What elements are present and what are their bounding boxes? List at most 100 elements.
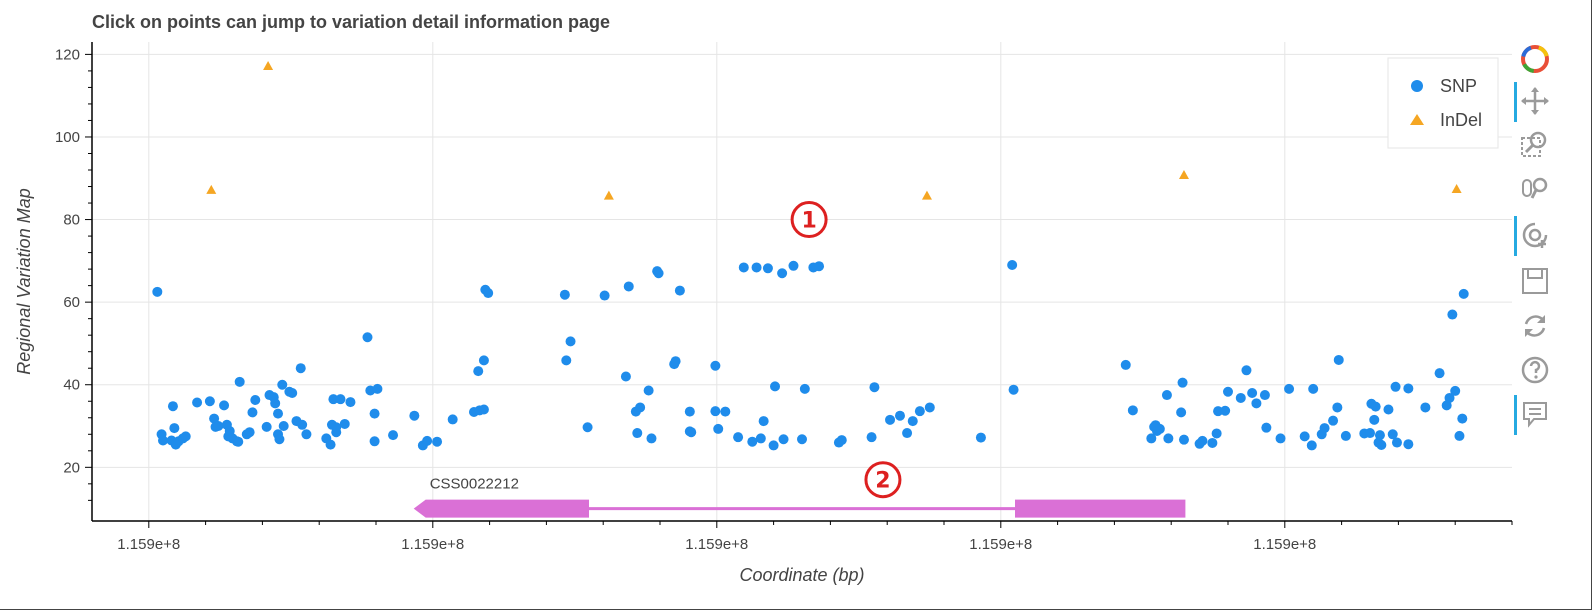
- snp-point[interactable]: [1306, 440, 1317, 451]
- indel-point[interactable]: [206, 184, 217, 194]
- snp-point[interactable]: [902, 428, 913, 439]
- snp-point[interactable]: [388, 430, 399, 441]
- save-tool[interactable]: [1514, 260, 1558, 300]
- snp-point[interactable]: [478, 355, 489, 366]
- legend-snp-marker[interactable]: [1411, 80, 1423, 92]
- snp-point[interactable]: [1259, 390, 1270, 401]
- snp-point[interactable]: [924, 402, 935, 413]
- snp-point[interactable]: [1146, 433, 1157, 444]
- snp-point[interactable]: [1383, 404, 1394, 415]
- snp-point[interactable]: [975, 432, 986, 443]
- box-zoom-tool[interactable]: [1514, 124, 1558, 164]
- snp-point[interactable]: [328, 394, 339, 405]
- snp-point[interactable]: [1261, 422, 1272, 433]
- indel-point[interactable]: [603, 190, 614, 200]
- snp-point[interactable]: [885, 414, 896, 425]
- snp-point[interactable]: [180, 431, 191, 442]
- snp-point[interactable]: [244, 427, 255, 438]
- snp-point[interactable]: [1284, 383, 1295, 394]
- snp-point[interactable]: [204, 396, 215, 407]
- snp-point[interactable]: [1223, 386, 1233, 397]
- legend-label-snp[interactable]: SNP: [1440, 76, 1477, 96]
- snp-point[interactable]: [1120, 359, 1131, 370]
- snp-point[interactable]: [599, 290, 610, 301]
- snp-point[interactable]: [1403, 439, 1414, 450]
- snp-point[interactable]: [755, 433, 766, 444]
- snp-point[interactable]: [234, 376, 245, 387]
- snp-point[interactable]: [1444, 392, 1455, 403]
- snp-point[interactable]: [797, 434, 807, 445]
- data-points[interactable]: [152, 60, 1469, 451]
- legend[interactable]: SNP InDel: [1387, 57, 1499, 149]
- snp-point[interactable]: [894, 410, 905, 421]
- snp-point[interactable]: [209, 413, 220, 424]
- snp-point[interactable]: [1235, 392, 1246, 403]
- snp-point[interactable]: [247, 407, 258, 418]
- snp-point[interactable]: [1161, 390, 1172, 401]
- hover-tool[interactable]: [1514, 393, 1558, 435]
- legend-label-indel[interactable]: InDel: [1440, 110, 1482, 130]
- snp-point[interactable]: [1328, 415, 1339, 426]
- indel-point[interactable]: [921, 190, 932, 200]
- snp-point[interactable]: [738, 262, 749, 273]
- snp-point[interactable]: [623, 281, 634, 292]
- snp-point[interactable]: [369, 436, 380, 447]
- snp-point[interactable]: [213, 421, 224, 432]
- snp-point[interactable]: [686, 427, 697, 438]
- snp-point[interactable]: [301, 429, 312, 440]
- snp-point[interactable]: [219, 400, 230, 411]
- snp-point[interactable]: [483, 288, 494, 299]
- snp-point[interactable]: [777, 268, 788, 279]
- tap-tool[interactable]: [1514, 214, 1558, 256]
- snp-point[interactable]: [653, 268, 664, 279]
- snp-point[interactable]: [762, 263, 773, 274]
- snp-point[interactable]: [1450, 385, 1461, 396]
- gene-exon[interactable]: [1015, 499, 1186, 518]
- snp-point[interactable]: [710, 360, 721, 371]
- snp-point[interactable]: [1213, 406, 1224, 417]
- snp-point[interactable]: [233, 436, 244, 447]
- indel-point[interactable]: [1451, 184, 1462, 194]
- wheel-zoom-tool[interactable]: [1514, 168, 1558, 208]
- snp-point[interactable]: [1241, 365, 1252, 376]
- snp-point[interactable]: [1207, 437, 1218, 448]
- snp-point[interactable]: [287, 387, 298, 398]
- snp-point[interactable]: [1008, 384, 1019, 395]
- snp-point[interactable]: [1332, 402, 1343, 413]
- snp-point[interactable]: [670, 356, 681, 367]
- pan-tool[interactable]: [1514, 80, 1558, 122]
- snp-point[interactable]: [768, 440, 779, 451]
- snp-point[interactable]: [799, 383, 810, 394]
- snp-point[interactable]: [1211, 428, 1222, 439]
- snp-point[interactable]: [866, 432, 877, 443]
- snp-point[interactable]: [167, 401, 178, 412]
- snp-point[interactable]: [1275, 433, 1286, 444]
- snp-point[interactable]: [1365, 428, 1375, 439]
- gene-exon-arrow[interactable]: [413, 499, 589, 518]
- snp-point[interactable]: [635, 402, 646, 413]
- gene-track[interactable]: CSS0022212: [413, 476, 1186, 518]
- snp-point[interactable]: [277, 379, 288, 390]
- snp-point[interactable]: [1197, 435, 1208, 446]
- snp-point[interactable]: [1220, 405, 1231, 416]
- snp-point[interactable]: [713, 423, 724, 434]
- snp-point[interactable]: [778, 434, 789, 445]
- snp-point[interactable]: [1308, 383, 1319, 394]
- snp-point[interactable]: [169, 423, 180, 434]
- snp-point[interactable]: [297, 419, 308, 430]
- snp-point[interactable]: [674, 285, 685, 296]
- snp-point[interactable]: [836, 435, 847, 446]
- snp-point[interactable]: [1340, 430, 1351, 441]
- snp-point[interactable]: [372, 383, 383, 394]
- snp-point[interactable]: [273, 408, 284, 419]
- snp-point[interactable]: [295, 363, 306, 374]
- snp-point[interactable]: [1176, 407, 1187, 418]
- snp-point[interactable]: [152, 286, 163, 297]
- snp-point[interactable]: [478, 404, 489, 415]
- snp-point[interactable]: [345, 397, 356, 408]
- snp-point[interactable]: [1457, 413, 1468, 424]
- bokeh-logo-tool[interactable]: [1514, 38, 1558, 78]
- indel-point[interactable]: [1178, 169, 1189, 179]
- snp-point[interactable]: [1376, 440, 1387, 451]
- snp-point[interactable]: [814, 261, 825, 272]
